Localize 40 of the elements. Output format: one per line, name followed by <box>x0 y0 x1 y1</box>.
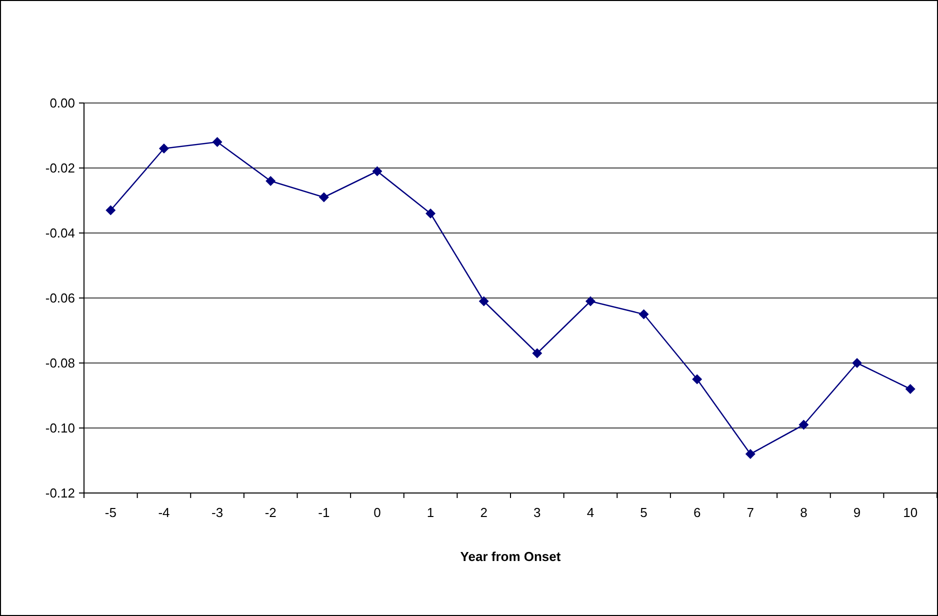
x-tick-label: 4 <box>586 505 594 520</box>
point <box>318 192 329 202</box>
x-tick-label: 7 <box>746 505 754 520</box>
point <box>212 137 222 147</box>
x-tick-label: 1 <box>426 505 434 520</box>
point <box>106 205 116 216</box>
x-tick-label: 2 <box>480 505 488 520</box>
x-tick-label: 0 <box>374 505 381 520</box>
x-tick-label: 9 <box>853 505 861 520</box>
y-tick-label: -0.06 <box>45 290 75 306</box>
point <box>266 176 276 186</box>
point <box>585 296 596 306</box>
y-tick-label: -0.02 <box>45 160 75 176</box>
point <box>426 208 436 218</box>
y-tick-label: -0.04 <box>45 226 75 241</box>
x-tick-label: -1 <box>318 505 330 520</box>
y-tick-label: -0.12 <box>45 486 75 501</box>
x-tick-label: -4 <box>158 505 170 520</box>
point <box>905 384 916 394</box>
point <box>532 348 542 358</box>
point <box>798 420 809 430</box>
x-tick-label: 6 <box>693 505 701 520</box>
y-tick-label: -0.10 <box>45 420 75 436</box>
point <box>638 309 649 320</box>
x-tick-label: 5 <box>640 505 648 520</box>
point <box>692 374 702 384</box>
point <box>478 296 489 306</box>
point <box>372 166 382 176</box>
point <box>852 358 862 368</box>
x-tick-label: 8 <box>800 505 808 520</box>
x-axis-title: Year from Onset <box>460 549 562 564</box>
x-tick-label: -3 <box>212 505 224 520</box>
y-tick-label: -0.08 <box>45 356 75 371</box>
x-tick-label: 3 <box>534 505 541 520</box>
point <box>158 144 169 154</box>
x-tick-label: -2 <box>264 505 276 520</box>
x-tick-label: 10 <box>903 505 918 520</box>
y-tick-label: 0.00 <box>50 96 75 111</box>
point <box>745 449 756 459</box>
x-tick-label: -5 <box>104 505 116 520</box>
